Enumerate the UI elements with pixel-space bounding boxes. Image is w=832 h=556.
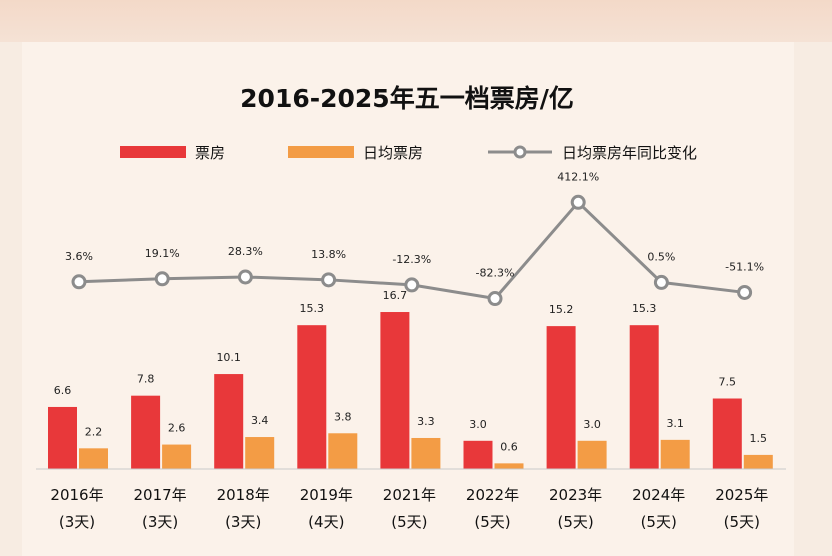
x-tick-label-8: 2025年: [715, 486, 768, 504]
label-box-office-6: 15.2: [549, 303, 574, 316]
label-daily-box-office-4: 3.3: [417, 415, 435, 428]
x-tick-label-3: 2019年: [300, 486, 353, 504]
bar-daily-box-office-6: [577, 440, 607, 469]
bar-box-office-1: [131, 395, 161, 469]
label-daily-box-office-7: 3.1: [666, 417, 684, 430]
yoy-point-8: [737, 284, 753, 300]
yoy-label-8: -51.1%: [725, 260, 764, 273]
yoy-label-0: 3.6%: [65, 250, 93, 263]
label-box-office-0: 6.6: [54, 384, 72, 397]
x-tick-sublabel-4: (5天): [391, 513, 427, 531]
x-tick-label-4: 2021年: [383, 486, 436, 504]
bar-box-office-5: [463, 440, 493, 469]
x-tick-sublabel-1: (3天): [142, 513, 178, 531]
label-daily-box-office-3: 3.8: [334, 410, 352, 423]
bar-box-office-4: [380, 312, 410, 469]
x-tick-sublabel-8: (5天): [724, 513, 760, 531]
bar-box-office-8: [712, 398, 742, 469]
chart-title: 2016-2025年五一档票房/亿: [240, 84, 574, 113]
bar-daily-box-office-7: [660, 439, 690, 469]
x-tick-sublabel-2: (3天): [225, 513, 261, 531]
label-box-office-7: 15.3: [632, 302, 657, 315]
bar-box-office-0: [48, 406, 77, 469]
x-tick-sublabel-7: (5天): [641, 513, 677, 531]
background-band: [0, 0, 832, 42]
yoy-point-2: [237, 269, 253, 285]
legend-label-daily-box-office: 日均票房: [363, 144, 423, 162]
label-box-office-8: 7.5: [719, 376, 737, 389]
x-tick-sublabel-6: (5天): [557, 513, 593, 531]
x-tick-label-2: 2018年: [217, 486, 270, 504]
bar-box-office-2: [214, 374, 244, 469]
label-daily-box-office-2: 3.4: [251, 414, 269, 427]
bar-daily-box-office-8: [743, 454, 773, 469]
bar-box-office-7: [629, 325, 659, 469]
bar-daily-box-office-0: [79, 448, 108, 469]
chart-panel: [22, 42, 794, 556]
yoy-label-1: 19.1%: [145, 247, 180, 260]
bar-box-office-3: [297, 325, 327, 469]
legend-label-box-office: 票房: [195, 144, 225, 162]
yoy-point-0: [71, 274, 87, 290]
bars-layer: 6.6 2.2 7.8 2.6 10.1 3.4 15.3 3.8 16.7 3.3 3.0 0.6 1…: [48, 289, 773, 469]
label-daily-box-office-5: 0.6: [500, 440, 518, 453]
legend: 票房 日均票房 日均票房年同比变化: [120, 144, 697, 162]
label-daily-box-office-6: 3.0: [583, 418, 601, 431]
x-tick-label-5: 2022年: [466, 486, 519, 504]
label-box-office-2: 10.1: [216, 351, 241, 364]
bar-daily-box-office-1: [162, 444, 192, 469]
bar-daily-box-office-4: [411, 437, 441, 469]
yoy-point-5: [487, 291, 503, 307]
yoy-label-3: 13.8%: [311, 248, 346, 261]
line-layer: 3.6% 19.1% 28.3% 13.8% -12.3% -82.3% 412.1% 0.5…: [65, 170, 764, 307]
yoy-point-3: [321, 272, 337, 288]
x-tick-label-7: 2024年: [632, 486, 685, 504]
yoy-point-4: [404, 277, 420, 293]
yoy-point-6: [570, 194, 586, 210]
bar-daily-box-office-5: [494, 463, 524, 469]
x-axis: 2016年 (3天) 2017年 (3天) 2018年 (3天) 2019年 (4天) 2021…: [36, 468, 786, 531]
x-tick-sublabel-5: (5天): [474, 513, 510, 531]
label-daily-box-office-8: 1.5: [750, 432, 768, 445]
label-box-office-5: 3.0: [469, 418, 487, 431]
yoy-point-7: [653, 274, 669, 290]
yoy-label-2: 28.3%: [228, 245, 263, 258]
label-daily-box-office-1: 2.6: [168, 422, 186, 435]
legend-swatch-box-office: [120, 146, 186, 158]
x-tick-sublabel-3: (4天): [308, 513, 344, 531]
legend-marker-yoy: [513, 145, 527, 159]
yoy-label-5: -82.3%: [476, 267, 515, 280]
yoy-label-4: -12.3%: [392, 253, 431, 266]
x-tick-sublabel-0: (3天): [59, 513, 95, 531]
yoy-point-1: [154, 271, 170, 287]
legend-label-yoy: 日均票房年同比变化: [562, 144, 697, 162]
label-box-office-4: 16.7: [383, 289, 408, 302]
x-tick-label-6: 2023年: [549, 486, 602, 504]
legend-swatch-daily-box-office: [288, 146, 354, 158]
x-tick-label-0: 2016年: [50, 486, 103, 504]
yoy-label-6: 412.1%: [557, 170, 599, 183]
bar-daily-box-office-3: [328, 433, 358, 469]
bar-daily-box-office-2: [245, 437, 275, 469]
label-daily-box-office-0: 2.2: [85, 425, 103, 438]
bar-box-office-6: [546, 326, 576, 469]
x-tick-label-1: 2017年: [134, 486, 187, 504]
label-box-office-1: 7.8: [137, 373, 155, 386]
yoy-label-7: 0.5%: [647, 250, 675, 263]
label-box-office-3: 15.3: [300, 302, 325, 315]
